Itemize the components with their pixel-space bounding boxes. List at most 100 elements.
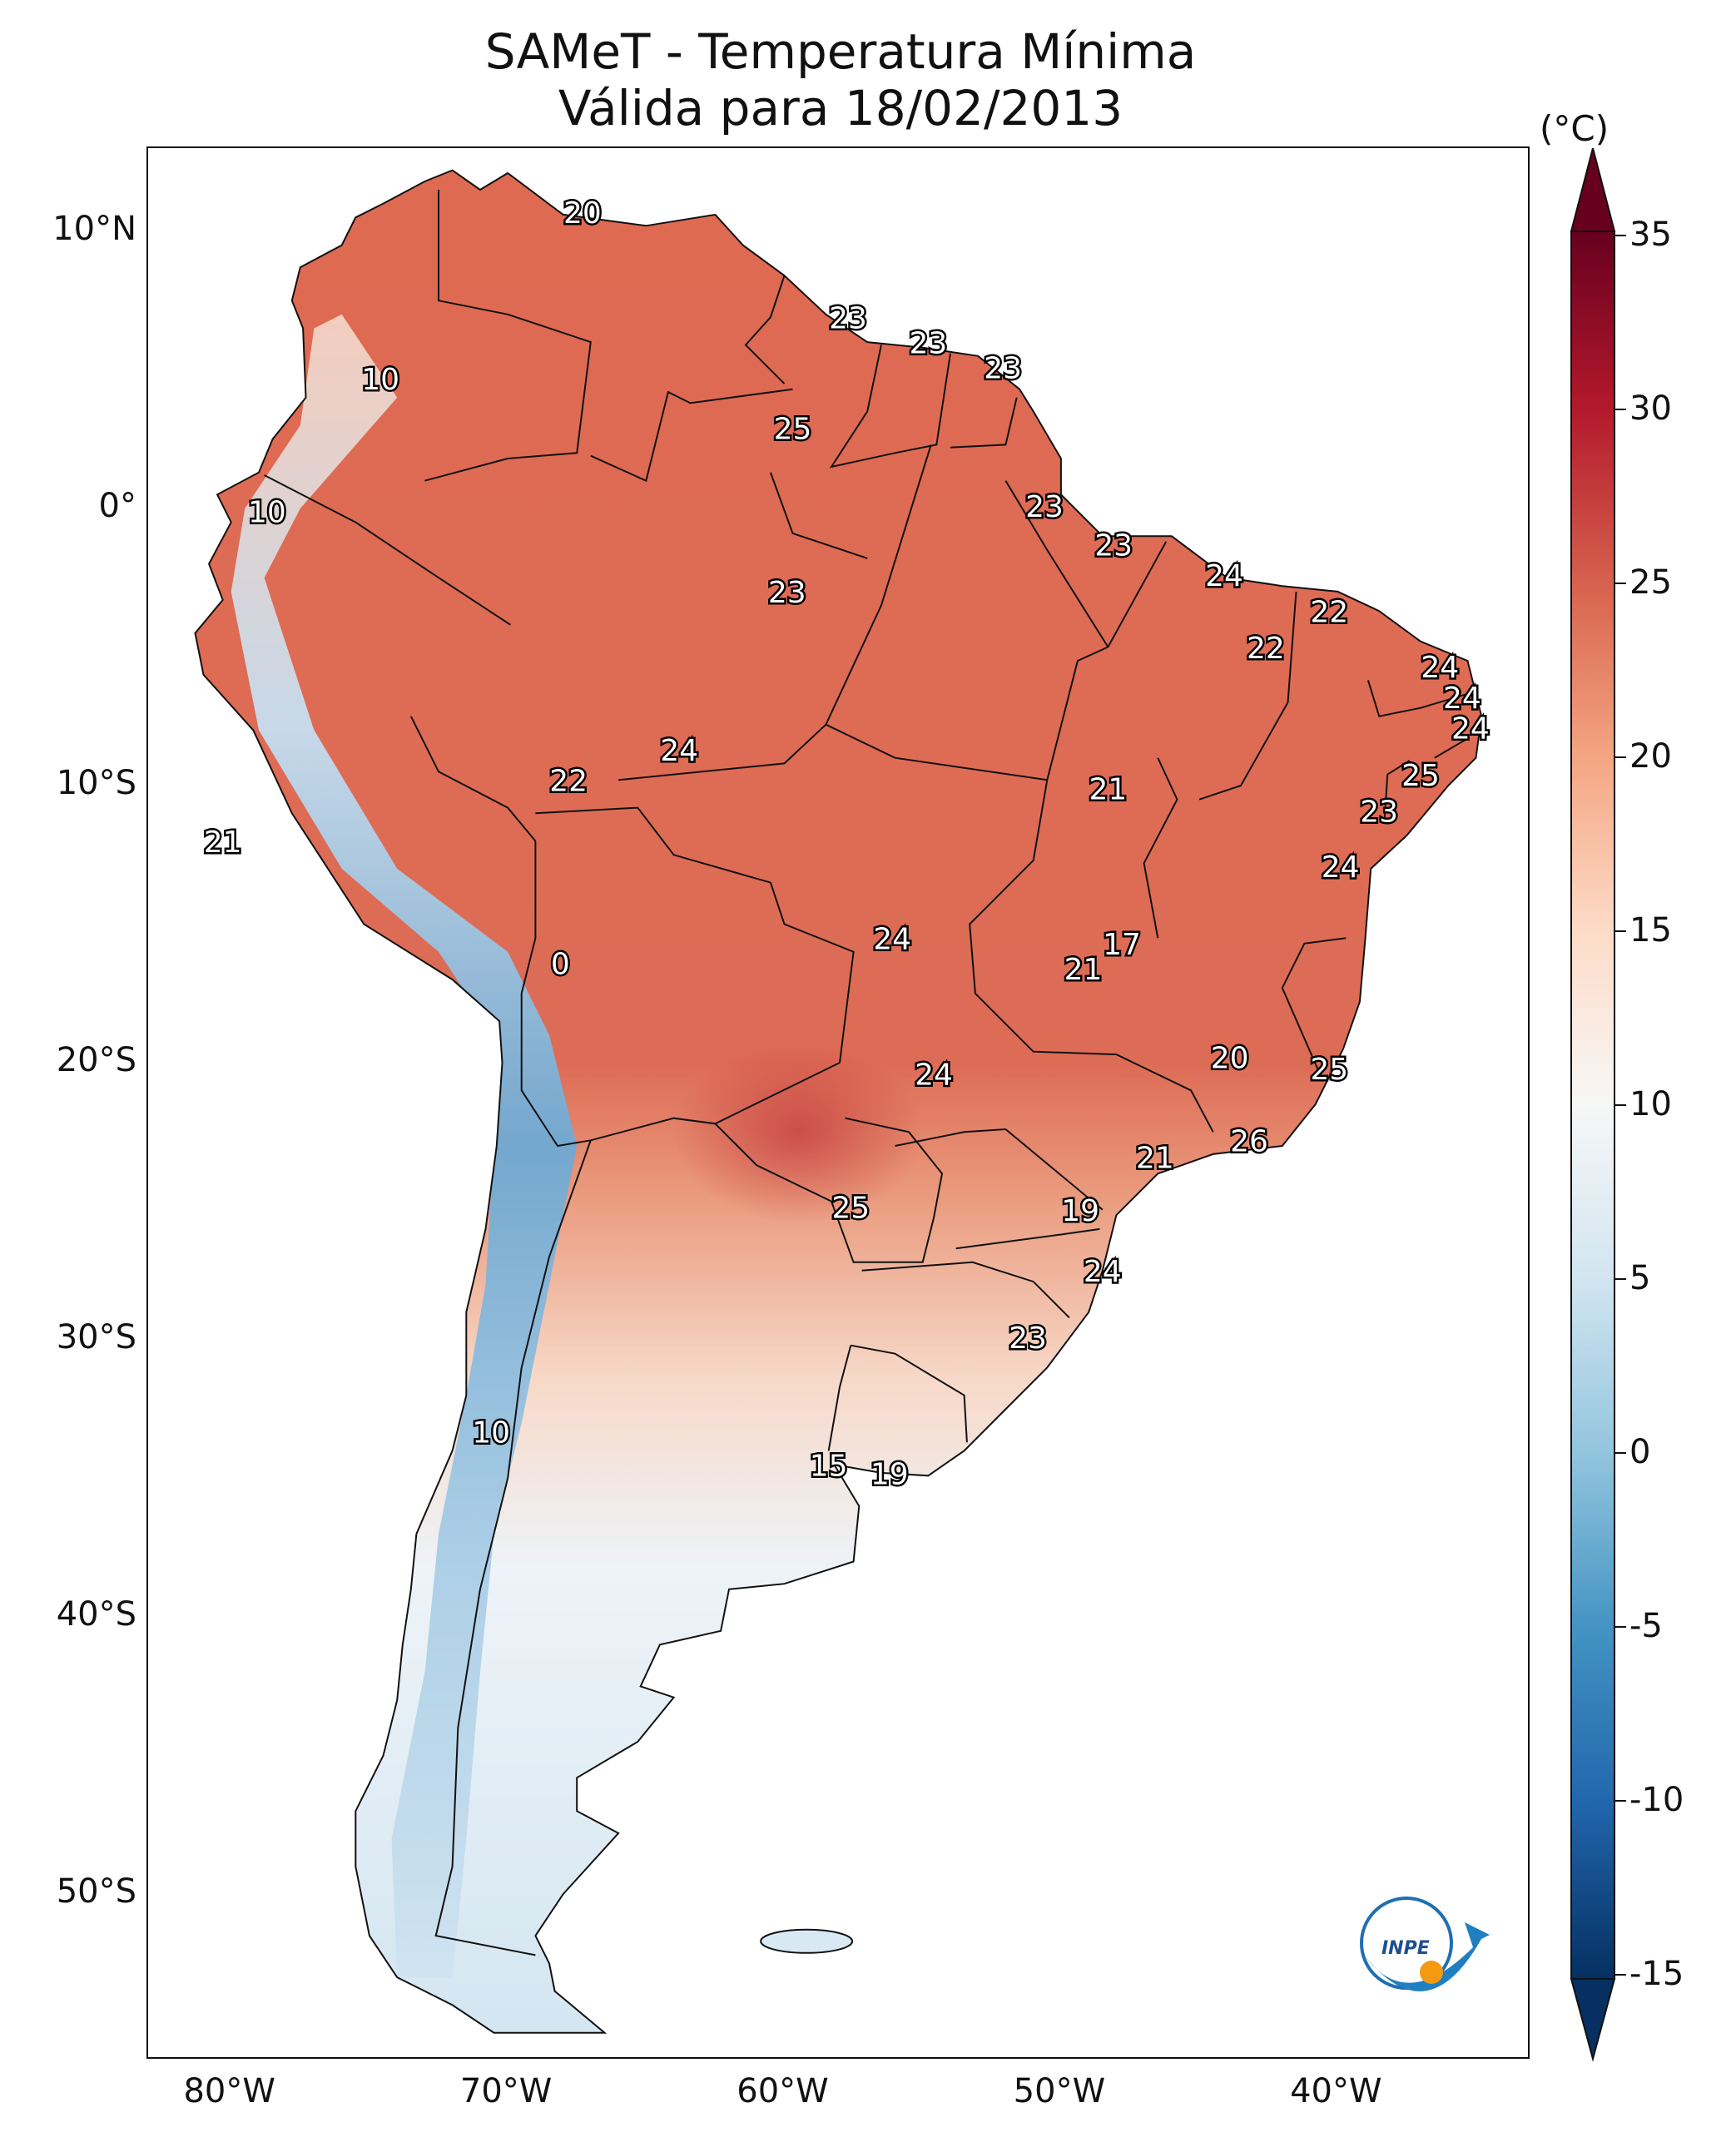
station-value-label: 21 <box>1089 773 1127 807</box>
political-border <box>769 472 868 559</box>
colorbar-tick-label: -15 <box>1629 1955 1684 1993</box>
political-border <box>424 190 592 482</box>
latitude-tick-label: 50°S <box>56 1872 136 1912</box>
colorbar-gradient <box>1570 231 1615 1980</box>
political-border <box>1143 757 1178 939</box>
colorbar-min-extension <box>1570 1978 1616 2062</box>
station-value-label: 23 <box>1009 1321 1047 1356</box>
station-value-label: 19 <box>870 1457 909 1491</box>
station-value-label: 10 <box>472 1416 510 1450</box>
station-value-label: 25 <box>831 1192 870 1226</box>
longitude-tick-label: 50°W <box>1013 2072 1106 2110</box>
logo-text: INPE <box>1381 1938 1430 1959</box>
station-value-label: 23 <box>1094 529 1133 563</box>
station-value-label: 25 <box>1310 1053 1348 1087</box>
latitude-tick-label: 10°S <box>56 764 136 802</box>
political-border <box>825 444 932 726</box>
map-title-line2: Válida para 18/02/2013 <box>558 80 1123 136</box>
station-value-label: 17 <box>1103 928 1141 962</box>
station-value-label: 21 <box>1064 953 1103 987</box>
political-border <box>264 474 511 626</box>
station-value-label: 25 <box>1401 759 1440 793</box>
station-value-label: 24 <box>1451 712 1490 746</box>
political-border <box>955 1227 1100 1250</box>
latitude-tick-label: 40°S <box>56 1595 136 1634</box>
colorbar-tick-label: 10 <box>1629 1085 1672 1123</box>
political-border <box>714 1117 944 1263</box>
colorbar-tick-label: -10 <box>1629 1781 1684 1819</box>
station-value-label: 19 <box>1061 1194 1099 1228</box>
colorbar-max-extension <box>1570 148 1616 232</box>
political-border <box>895 1128 1104 1211</box>
station-value-label: 24 <box>660 734 698 768</box>
station-value-label: 23 <box>909 327 947 361</box>
station-value-label: 24 <box>873 923 911 957</box>
station-value-label: 24 <box>1084 1255 1122 1289</box>
political-border <box>434 1139 592 1956</box>
colorbar-tick-label: 5 <box>1629 1259 1651 1297</box>
station-value-label: 23 <box>829 302 867 336</box>
station-value-label: 24 <box>1205 559 1243 593</box>
falkland-islands <box>760 1928 854 1954</box>
political-border <box>1046 541 1168 781</box>
colorbar-tick-label: 30 <box>1629 389 1672 428</box>
station-value-label: 24 <box>915 1059 953 1093</box>
station-value-label: 22 <box>1247 632 1285 666</box>
station-value-label: 23 <box>984 351 1022 385</box>
longitude-tick-label: 60°W <box>737 2072 829 2110</box>
colorbar-tick-label: 0 <box>1629 1433 1651 1471</box>
political-border <box>1198 591 1297 801</box>
station-value-label: 10 <box>248 496 286 530</box>
station-value-label: 22 <box>549 765 588 799</box>
political-border <box>861 1261 1070 1319</box>
station-value-label: 24 <box>1443 682 1481 716</box>
colorbar-tick-label: 20 <box>1629 737 1672 776</box>
longitude-tick-label: 70°W <box>459 2072 553 2110</box>
station-value-label: 0 <box>551 948 570 982</box>
latitude-tick-label: 30°S <box>56 1318 136 1357</box>
inpe-logo: INPE <box>1360 1897 1490 1991</box>
station-value-label: 15 <box>810 1449 848 1483</box>
political-border <box>1366 680 1476 717</box>
latitude-tick-label: 10°N <box>52 209 136 248</box>
coastline <box>194 169 1483 2034</box>
political-border <box>1383 760 1411 820</box>
political-border <box>829 345 951 469</box>
political-border <box>590 388 793 483</box>
map-title-line1: SAMeT - Temperatura Mínima <box>484 23 1197 80</box>
station-value-label: 10 <box>361 363 399 397</box>
political-border <box>827 1345 852 1451</box>
colorbar-unit: (°C) <box>1540 108 1610 149</box>
station-value-label: 20 <box>563 196 602 231</box>
longitude-tick-label: 80°W <box>183 2072 275 2110</box>
latitude-tick-label: 20°S <box>56 1041 136 1080</box>
station-value-label: 25 <box>774 413 812 447</box>
colorbar-tick-label: 15 <box>1629 911 1672 950</box>
political-border <box>1434 737 1469 759</box>
station-value-label: 24 <box>1421 651 1459 685</box>
political-border <box>744 275 786 384</box>
station-value-label: 20 <box>1211 1042 1249 1076</box>
station-value-label: 21 <box>1136 1142 1174 1176</box>
station-value-label: 23 <box>1360 795 1398 829</box>
colorbar-tick-label: 25 <box>1629 563 1672 602</box>
map-frame: 20 10 23 23 23 25 10 23 23 24 22 23 22 24 24 24 24 22 25 21… <box>146 146 1530 2059</box>
colorbar <box>1570 148 1626 2062</box>
political-border <box>1281 937 1347 1078</box>
political-border <box>969 780 1214 1133</box>
andes-cold-region <box>231 314 578 1978</box>
colorbar-tick-label: -5 <box>1629 1607 1663 1645</box>
latitude-tick-label: 0° <box>98 486 136 525</box>
station-value-label: 26 <box>1230 1125 1268 1159</box>
station-value-label: 23 <box>1025 490 1064 524</box>
political-border <box>409 716 855 1148</box>
chaco-hot-region <box>673 1040 924 1224</box>
station-value-label: 23 <box>768 576 806 610</box>
station-value-label: 22 <box>1310 596 1348 630</box>
political-border <box>1004 480 1109 648</box>
station-value-label: 24 <box>1322 850 1360 885</box>
political-border <box>851 1344 968 1443</box>
longitude-tick-label: 40°W <box>1290 2072 1382 2110</box>
political-border <box>950 397 1018 449</box>
